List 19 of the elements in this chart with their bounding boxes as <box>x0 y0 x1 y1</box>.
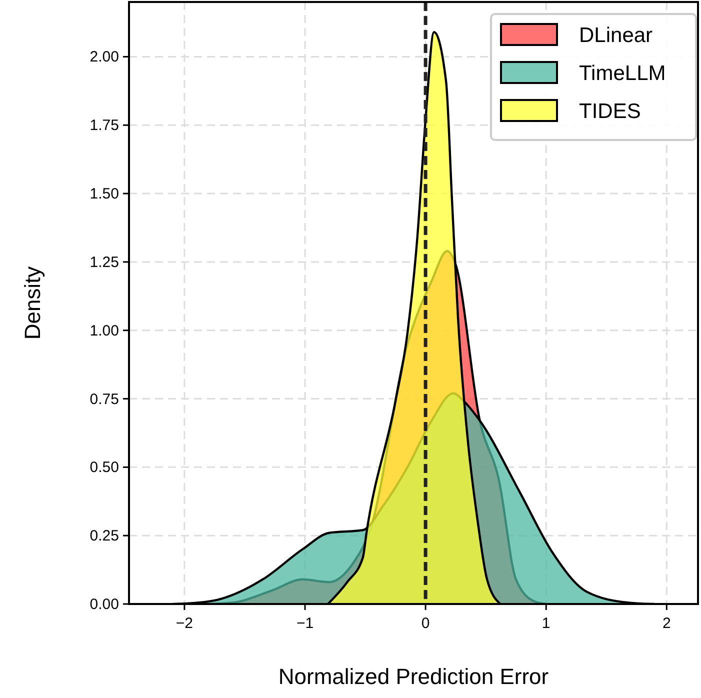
y-tick-label: 0.50 <box>90 459 119 476</box>
y-axis-title: Density <box>20 266 45 340</box>
legend-label: DLinear <box>579 24 653 47</box>
y-tick-label: 0.00 <box>90 596 119 613</box>
x-tick-label: −1 <box>296 615 314 632</box>
legend-label: TimeLLM <box>579 62 666 85</box>
y-tick-label: 1.00 <box>90 322 119 340</box>
y-tick-label: 1.75 <box>90 117 119 134</box>
y-tick-label: 1.50 <box>90 186 119 203</box>
x-tick-label: 0 <box>421 615 430 632</box>
y-tick-label: 1.25 <box>90 254 119 271</box>
y-tick-label: 0.25 <box>90 528 119 545</box>
x-axis-title: Normalized Prediction Error <box>278 664 549 689</box>
legend-label: TIDES <box>579 100 641 123</box>
y-tick-label: 2.00 <box>90 48 119 66</box>
x-tick-label: 1 <box>542 615 550 632</box>
y-tick-label: 0.75 <box>90 390 119 408</box>
x-tick-label: 2 <box>662 615 671 632</box>
x-tick-label: −2 <box>176 615 194 632</box>
